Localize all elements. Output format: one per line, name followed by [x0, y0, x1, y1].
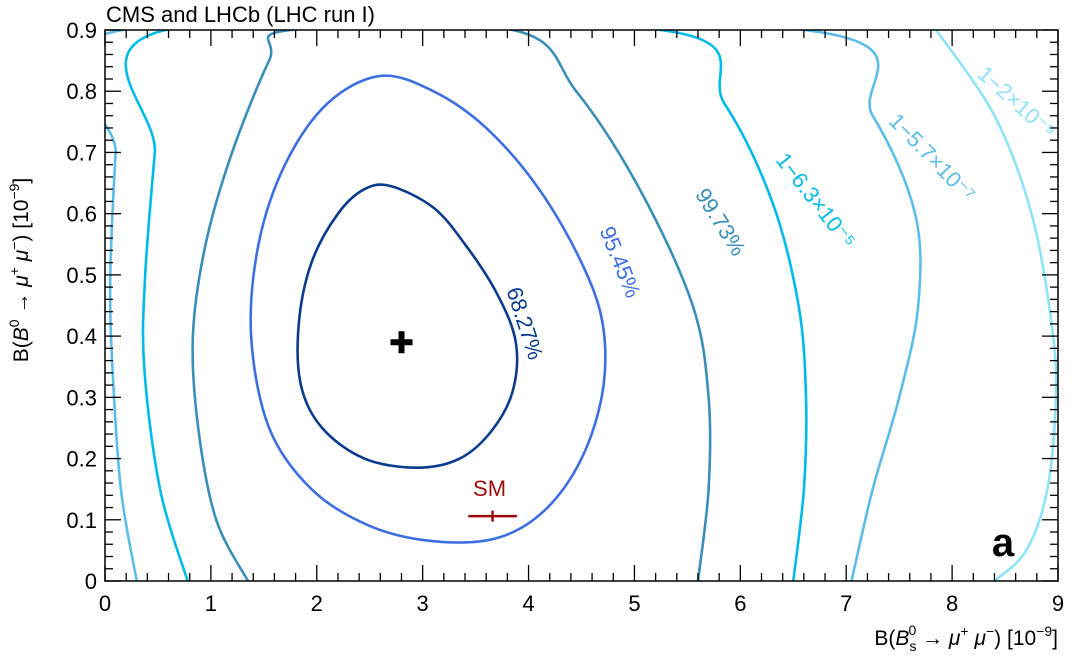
contour-line-4	[105, 30, 922, 581]
y-tick-label: 0.6	[66, 202, 97, 227]
y-tick-label: 0.3	[66, 385, 97, 410]
axis-ticks	[104, 29, 1059, 582]
x-tick-label: 9	[1052, 591, 1064, 616]
x-tick-label: 1	[205, 591, 217, 616]
y-tick-label: 0.1	[66, 508, 97, 533]
panel-label: a	[992, 521, 1015, 565]
y-tick-label: 0.4	[66, 324, 97, 349]
y-tick-label: 0.7	[66, 140, 97, 165]
y-axis-title: B(B0 → μ+ μ−) [10−9]	[6, 178, 33, 363]
contour-label-2: 99.73%	[690, 184, 751, 261]
y-tick-label: 0.5	[66, 263, 97, 288]
x-tick-label: 5	[628, 591, 640, 616]
contour-label-0: 68.27%	[501, 284, 548, 363]
y-tick-label: 0.2	[66, 447, 97, 472]
x-axis-title: B(Bs0 → μ+ μ−) [10−9]	[874, 622, 1058, 654]
contour-line-3	[124, 30, 808, 581]
sm-label: SM	[473, 476, 506, 501]
y-tick-label: 0	[85, 569, 97, 594]
plot-frame	[104, 29, 1059, 582]
contour-line-2	[191, 30, 712, 581]
chart-title: CMS and LHCb (LHC run I)	[106, 2, 375, 27]
x-tick-label: 4	[522, 591, 534, 616]
y-tick-label: 0.9	[66, 18, 97, 43]
x-tick-label: 8	[946, 591, 958, 616]
x-tick-labels: 0 1 2 3 4 5 6 7 8 9	[99, 591, 1064, 616]
contour-label-1: 95.45%	[595, 223, 646, 302]
x-tick-label: 0	[99, 591, 111, 616]
y-tick-labels: 0 0.1 0.2 0.3 0.4 0.5 0.6 0.7 0.8 0.9	[66, 18, 97, 594]
x-tick-label: 7	[840, 591, 852, 616]
x-tick-label: 2	[311, 591, 323, 616]
sm-marker: SM	[468, 476, 517, 522]
y-tick-label: 0.8	[66, 79, 97, 104]
best-fit-marker	[390, 331, 413, 354]
contour-label-4: 1−5.7×10⁻⁷	[884, 108, 980, 206]
contour-lines	[105, 30, 1058, 581]
contour-labels: 68.27%95.45%99.73% 1−6.3×10⁻⁵ 1−5.7×10⁻⁷1−…	[501, 61, 1060, 363]
contour-line-5	[935, 30, 1058, 581]
x-tick-label: 6	[734, 591, 746, 616]
contour-line-0	[296, 183, 519, 469]
contour-line-1	[249, 74, 607, 544]
x-tick-label: 3	[417, 591, 429, 616]
